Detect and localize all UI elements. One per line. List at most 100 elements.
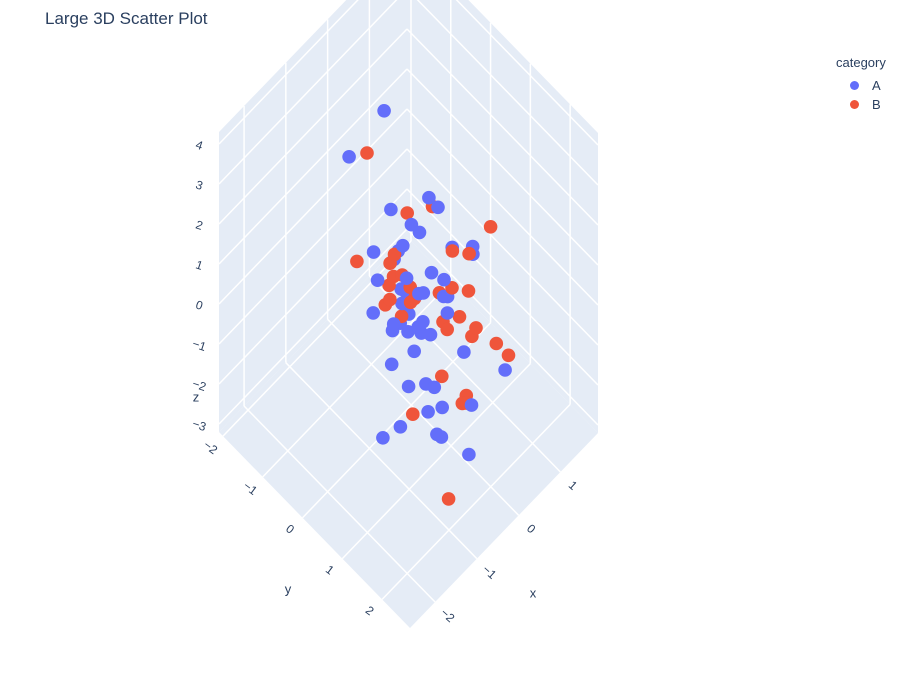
y-tick-label: 2 — [363, 603, 377, 618]
point-a[interactable] — [401, 379, 416, 394]
legend-marker-b — [850, 100, 859, 109]
tick-labels: −2 −1 0 1 −2 −1 0 1 2 −3 −2 −1 0 1 2 3 4 — [191, 138, 581, 626]
point-a[interactable] — [498, 363, 512, 377]
point-b[interactable] — [360, 146, 374, 160]
legend: category A B — [836, 55, 886, 114]
point-b[interactable] — [489, 336, 504, 351]
legend-marker-a — [850, 81, 859, 90]
z-tick-label: 2 — [194, 218, 205, 233]
point-a[interactable] — [424, 265, 439, 280]
point-a[interactable] — [377, 104, 391, 118]
x-tick-label: 0 — [524, 521, 539, 536]
point-b[interactable] — [435, 369, 449, 384]
z-gridline-left — [218, 148, 408, 345]
point-a[interactable] — [436, 289, 451, 304]
x-tick-label: −2 — [438, 606, 458, 626]
point-a[interactable] — [342, 150, 356, 164]
chart-title: Large 3D Scatter Plot — [45, 9, 208, 28]
y-tick-label: −1 — [241, 479, 261, 499]
z-gridline-left — [218, 0, 398, 185]
point-b[interactable] — [452, 310, 467, 324]
point-a[interactable] — [407, 344, 422, 359]
x-gridline-floor — [243, 405, 436, 603]
point-b[interactable] — [441, 492, 456, 506]
axis-titles: x y z — [193, 389, 537, 600]
x-tick-label: −1 — [480, 562, 500, 582]
point-a[interactable] — [366, 306, 381, 320]
point-a[interactable] — [464, 398, 479, 412]
point-a[interactable] — [457, 345, 471, 359]
back-pane — [407, 0, 598, 433]
point-a[interactable] — [384, 202, 398, 217]
y-axis-title: y — [285, 581, 292, 596]
point-b[interactable] — [462, 246, 476, 261]
point-a[interactable] — [462, 447, 476, 462]
point-b[interactable] — [406, 407, 420, 422]
z-gridline-back — [406, 188, 599, 386]
point-a[interactable] — [384, 357, 399, 372]
y-gridline-floor — [222, 240, 412, 437]
point-a[interactable] — [440, 306, 455, 320]
y-tick-label: 1 — [323, 562, 337, 577]
point-b[interactable] — [400, 206, 415, 220]
point-a[interactable] — [386, 317, 401, 331]
legend-label-b: B — [872, 97, 881, 112]
point-b[interactable] — [461, 284, 476, 298]
point-a[interactable] — [401, 325, 415, 339]
point-b[interactable] — [383, 292, 397, 307]
point-a[interactable] — [412, 225, 427, 240]
point-b[interactable] — [483, 220, 498, 234]
data-points — [342, 104, 516, 506]
z-tick-label: 4 — [194, 138, 205, 153]
z-gridline-left — [218, 108, 408, 305]
z-gridline-left — [218, 68, 408, 265]
point-a[interactable] — [366, 245, 381, 259]
x-gridline-floor — [327, 318, 520, 516]
point-a[interactable] — [416, 286, 431, 300]
point-a[interactable] — [422, 190, 436, 205]
floor-pane — [219, 237, 598, 628]
z-gridline-back — [406, 68, 599, 266]
point-a[interactable] — [421, 405, 435, 419]
y-tick-label: 0 — [283, 521, 297, 536]
y-gridline-floor — [262, 281, 452, 478]
point-a[interactable] — [399, 271, 414, 286]
z-gridline-left — [218, 228, 408, 425]
x-gridline-floor — [285, 362, 478, 560]
scene-panes — [219, 0, 598, 628]
z-tick-label: 1 — [194, 258, 205, 273]
point-b[interactable] — [501, 348, 516, 363]
legend-title: category — [836, 55, 886, 70]
left-pane — [219, 0, 407, 432]
y-tick-label: −2 — [201, 438, 221, 458]
point-a[interactable] — [427, 380, 442, 395]
point-a[interactable] — [376, 431, 390, 445]
legend-label-a: A — [872, 78, 881, 93]
z-gridline-back — [416, 0, 599, 186]
point-a[interactable] — [434, 430, 449, 444]
point-b[interactable] — [403, 295, 418, 310]
point-a[interactable] — [416, 315, 430, 329]
z-gridline-back — [406, 108, 599, 306]
point-a[interactable] — [437, 272, 451, 287]
point-a[interactable] — [396, 238, 410, 253]
point-b[interactable] — [440, 322, 455, 337]
point-a[interactable] — [393, 420, 408, 434]
legend-item-a[interactable]: A — [836, 76, 886, 95]
z-tick-label: −3 — [191, 416, 209, 434]
point-a[interactable] — [423, 327, 438, 342]
legend-item-b[interactable]: B — [836, 95, 886, 114]
point-b[interactable] — [387, 247, 402, 262]
point-a[interactable] — [370, 273, 385, 288]
z-gridline-left — [218, 188, 408, 385]
point-b[interactable] — [445, 244, 460, 258]
point-b[interactable] — [350, 254, 364, 269]
z-axis-title: z — [193, 389, 200, 404]
point-a[interactable] — [435, 400, 450, 415]
y-gridline-floor — [381, 403, 571, 600]
z-gridline-back — [406, 228, 599, 426]
point-b[interactable] — [469, 321, 483, 335]
point-a[interactable] — [431, 200, 445, 215]
z-gridline-left — [218, 28, 408, 225]
